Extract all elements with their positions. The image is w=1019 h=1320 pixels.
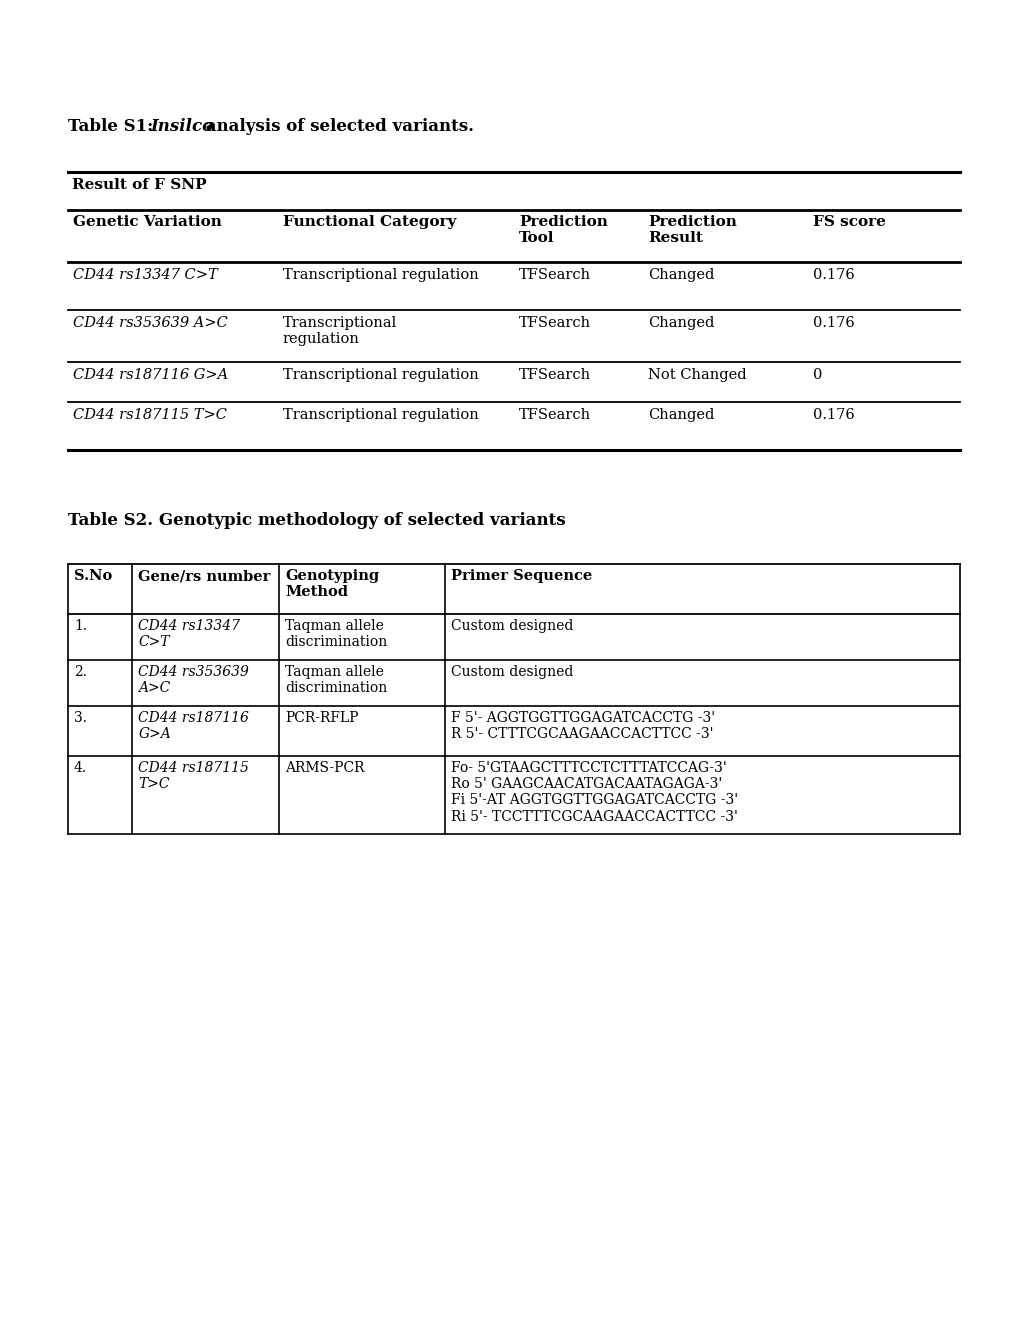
Text: CD44 rs187116
G>A: CD44 rs187116 G>A xyxy=(139,711,249,742)
Text: TFSearch: TFSearch xyxy=(519,268,591,282)
Text: Insilco: Insilco xyxy=(150,117,213,135)
Text: Result of F SNP: Result of F SNP xyxy=(72,178,207,191)
Text: Table S1:: Table S1: xyxy=(68,117,159,135)
Text: Transcriptional regulation: Transcriptional regulation xyxy=(282,368,478,381)
Text: 2.: 2. xyxy=(74,665,87,678)
Text: Primer Sequence: Primer Sequence xyxy=(450,569,592,583)
Text: 0.176: 0.176 xyxy=(812,315,854,330)
Text: Changed: Changed xyxy=(648,268,714,282)
Text: Prediction
Tool: Prediction Tool xyxy=(519,215,607,246)
Text: Gene/rs number: Gene/rs number xyxy=(139,569,270,583)
Text: analysis of selected variants.: analysis of selected variants. xyxy=(200,117,474,135)
Text: CD44 rs13347 C>T: CD44 rs13347 C>T xyxy=(73,268,217,282)
Text: Transcriptional
regulation: Transcriptional regulation xyxy=(282,315,396,346)
Text: F 5'- AGGTGGTTGGAGATCACCTG -3'
R 5'- CTTTCGCAAGAACCACTTCC -3': F 5'- AGGTGGTTGGAGATCACCTG -3' R 5'- CTT… xyxy=(450,711,714,742)
Text: Taqman allele
discrimination: Taqman allele discrimination xyxy=(285,665,387,696)
Text: Not Changed: Not Changed xyxy=(648,368,746,381)
Text: Table S2. Genotypic methodology of selected variants: Table S2. Genotypic methodology of selec… xyxy=(68,512,566,529)
Text: 0.176: 0.176 xyxy=(812,268,854,282)
Text: Genetic Variation: Genetic Variation xyxy=(73,215,222,228)
Text: Prediction
Result: Prediction Result xyxy=(648,215,737,246)
Text: ARMS-PCR: ARMS-PCR xyxy=(285,762,365,775)
Text: Taqman allele
discrimination: Taqman allele discrimination xyxy=(285,619,387,649)
Text: FS score: FS score xyxy=(812,215,886,228)
Text: Functional Category: Functional Category xyxy=(282,215,455,228)
Text: CD44 rs187115
T>C: CD44 rs187115 T>C xyxy=(139,762,249,791)
Text: TFSearch: TFSearch xyxy=(519,368,591,381)
Text: Custom designed: Custom designed xyxy=(450,665,573,678)
Text: CD44 rs187115 T>C: CD44 rs187115 T>C xyxy=(73,408,227,422)
Text: CD44 rs187116 G>A: CD44 rs187116 G>A xyxy=(73,368,228,381)
Text: Transcriptional regulation: Transcriptional regulation xyxy=(282,408,478,422)
Text: Changed: Changed xyxy=(648,315,714,330)
Text: 0.176: 0.176 xyxy=(812,408,854,422)
Text: CD44 rs353639
A>C: CD44 rs353639 A>C xyxy=(139,665,249,696)
Text: 0: 0 xyxy=(812,368,822,381)
Text: Transcriptional regulation: Transcriptional regulation xyxy=(282,268,478,282)
Text: CD44 rs353639 A>C: CD44 rs353639 A>C xyxy=(73,315,227,330)
Text: Genotyping
Method: Genotyping Method xyxy=(285,569,379,599)
Text: 3.: 3. xyxy=(74,711,87,725)
Text: TFSearch: TFSearch xyxy=(519,408,591,422)
Text: 4.: 4. xyxy=(74,762,87,775)
Text: PCR-RFLP: PCR-RFLP xyxy=(285,711,359,725)
Text: Fo- 5'GTAAGCTTTCCTCTTTATCCAG-3'
Ro 5' GAAGCAACATGACAATAGAGA-3'
Fi 5'-AT AGGTGGTT: Fo- 5'GTAAGCTTTCCTCTTTATCCAG-3' Ro 5' GA… xyxy=(450,762,738,824)
Text: Custom designed: Custom designed xyxy=(450,619,573,634)
Text: CD44 rs13347
C>T: CD44 rs13347 C>T xyxy=(139,619,240,649)
Text: S.No: S.No xyxy=(74,569,112,583)
Text: 1.: 1. xyxy=(74,619,87,634)
Text: Changed: Changed xyxy=(648,408,714,422)
Text: TFSearch: TFSearch xyxy=(519,315,591,330)
